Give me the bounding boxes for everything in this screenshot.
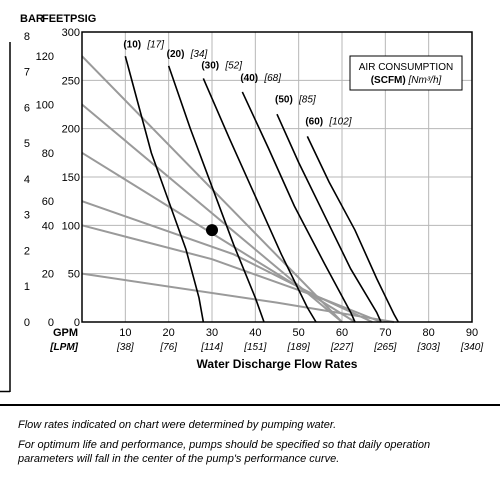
svg-text:6: 6 [24,102,30,114]
svg-text:70: 70 [379,327,391,339]
svg-text:(20): (20) [167,49,185,60]
svg-text:[102]: [102] [328,117,351,128]
svg-text:3: 3 [24,210,30,222]
svg-text:150: 150 [62,172,80,184]
svg-text:AIR CONSUMPTION: AIR CONSUMPTION [359,62,453,73]
svg-text:[52]: [52] [224,61,242,72]
svg-text:[17]: [17] [146,39,164,50]
svg-text:30: 30 [206,327,218,339]
svg-text:[227]: [227] [330,342,353,353]
svg-text:80: 80 [42,148,54,160]
svg-text:GPM: GPM [53,327,78,339]
svg-text:5: 5 [24,138,30,150]
svg-text:(10): (10) [123,39,141,50]
svg-text:7: 7 [24,67,30,79]
svg-text:(SCFM) [Nm³/h]: (SCFM) [Nm³/h] [371,75,442,86]
svg-text:20: 20 [42,269,54,281]
svg-text:50: 50 [293,327,305,339]
separator-line [0,404,500,406]
svg-text:[68]: [68] [263,73,281,84]
svg-text:10: 10 [119,327,131,339]
svg-text:[38]: [38] [116,342,134,353]
svg-text:[340]: [340] [460,342,483,353]
svg-text:[303]: [303] [417,342,440,353]
svg-text:Water Discharge Flow Rates: Water Discharge Flow Rates [197,357,358,371]
svg-text:(40): (40) [240,73,258,84]
svg-text:[LPM]: [LPM] [49,342,78,353]
svg-text:20: 20 [163,327,175,339]
svg-text:100: 100 [62,220,80,232]
performance-chart: (10) [17](20) [34](30) [52](40) [68] (50) [85]… [0,0,500,410]
svg-text:8: 8 [24,31,30,43]
svg-text:[76]: [76] [159,342,177,353]
svg-text:[34]: [34] [190,49,208,60]
svg-text:[189]: [189] [287,342,310,353]
svg-text:50: 50 [68,269,80,281]
footer-note-1: Flow rates indicated on chart were deter… [18,418,482,432]
svg-text:0: 0 [24,317,30,329]
svg-text:PSIG: PSIG [70,13,96,25]
svg-text:60: 60 [336,327,348,339]
svg-text:[85]: [85] [298,94,316,105]
svg-text:(30): (30) [201,61,219,72]
svg-text:[114]: [114] [200,342,223,353]
svg-text:[151]: [151] [243,342,266,353]
svg-text:200: 200 [62,124,80,136]
svg-text:4: 4 [24,174,30,186]
svg-text:(50): (50) [275,94,293,105]
svg-text:2: 2 [24,245,30,257]
svg-text:FEET: FEET [42,13,70,25]
svg-text:BAR: BAR [20,13,44,25]
svg-text:1: 1 [24,281,30,293]
chart-wrap: (10) [17](20) [34](30) [52](40) [68] (50) [85]… [0,0,500,500]
svg-text:40: 40 [42,220,54,232]
svg-text:300: 300 [62,27,80,39]
svg-text:100: 100 [36,100,54,112]
svg-text:(60): (60) [305,117,323,128]
footer-note-2: For optimum life and performance, pumps … [18,438,482,467]
svg-text:[265]: [265] [373,342,396,353]
svg-text:80: 80 [423,327,435,339]
svg-text:250: 250 [62,75,80,87]
svg-text:60: 60 [42,196,54,208]
svg-text:120: 120 [36,51,54,63]
svg-text:40: 40 [249,327,261,339]
svg-text:90: 90 [466,327,478,339]
